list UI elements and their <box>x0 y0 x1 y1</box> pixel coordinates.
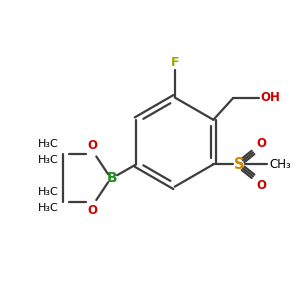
Text: H₃C: H₃C <box>38 155 58 165</box>
Text: O: O <box>256 136 266 149</box>
Text: H₃C: H₃C <box>38 139 58 148</box>
Text: H₃C: H₃C <box>38 187 58 197</box>
Text: B: B <box>107 171 117 185</box>
Text: S: S <box>234 157 244 172</box>
Text: OH: OH <box>260 92 280 104</box>
Text: F: F <box>170 56 179 69</box>
Text: O: O <box>87 140 97 152</box>
Text: CH₃: CH₃ <box>270 158 292 171</box>
Text: H₃C: H₃C <box>38 203 58 213</box>
Text: O: O <box>256 179 266 192</box>
Text: O: O <box>87 204 97 217</box>
